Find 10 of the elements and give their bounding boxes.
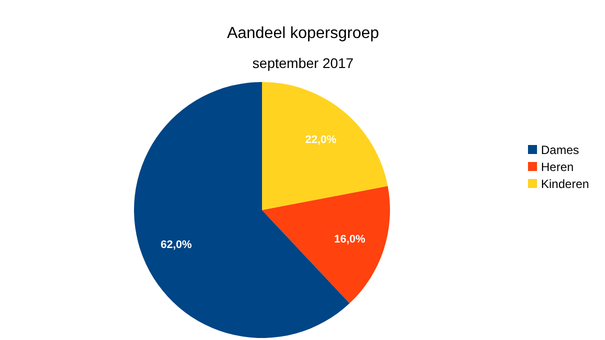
chart-title: Aandeel kopersgroep xyxy=(226,25,380,42)
pie-slice xyxy=(262,82,388,210)
legend-label: Heren xyxy=(541,160,574,174)
data-label: 16,0% xyxy=(334,234,366,246)
pie-slice xyxy=(262,186,390,304)
chart-subtitle: september 2017 xyxy=(252,55,354,71)
legend-label: Dames xyxy=(541,143,580,157)
legend-label: Kinderen xyxy=(541,177,590,191)
data-label: 22,0% xyxy=(305,134,337,146)
data-label: 62,0% xyxy=(160,238,192,251)
